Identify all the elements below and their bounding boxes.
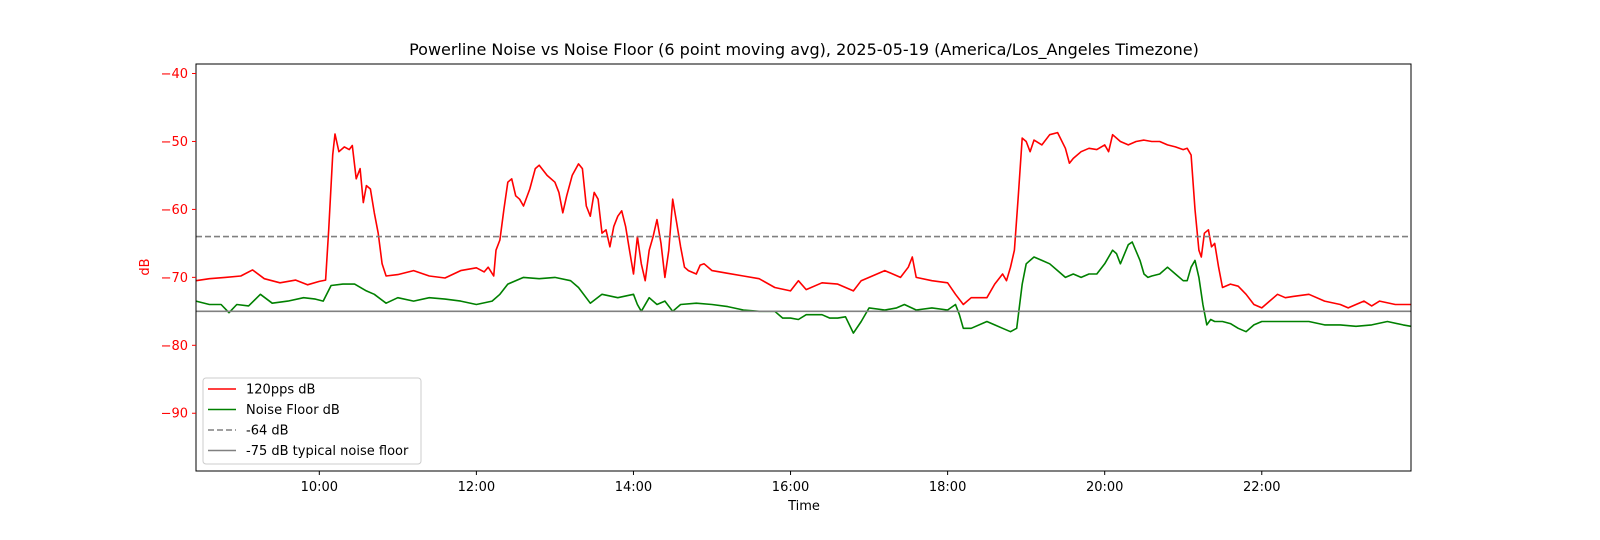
legend-label: 120pps dB: [246, 383, 315, 398]
y-tick-label: −50: [161, 135, 188, 150]
x-axis-label: Time: [787, 499, 820, 514]
y-tick-label: −80: [161, 339, 188, 354]
y-axis: −90 −80 −70 −60 −50 −40: [161, 67, 196, 422]
y-tick-label: −70: [161, 271, 188, 286]
x-axis: 10:00 12:00 14:00 16:00 18:00 20:00 22:00: [301, 471, 1281, 495]
y-tick-label: −90: [161, 407, 188, 422]
series-line-1: [195, 241, 1412, 334]
legend-label: -75 dB typical noise floor: [246, 444, 409, 459]
x-tick-label: 10:00: [301, 480, 338, 495]
y-tick-label: −40: [161, 67, 188, 82]
series-line-0: [195, 131, 1411, 309]
y-tick-label: −60: [161, 203, 188, 218]
legend: 120pps dB Noise Floor dB -64 dB -75 dB typi…: [202, 377, 422, 465]
x-tick-label: 18:00: [929, 480, 966, 495]
x-tick-label: 16:00: [772, 480, 809, 495]
plot-frame: [195, 63, 1412, 472]
chart-title: Powerline Noise vs Noise Floor (6 point …: [409, 40, 1199, 60]
legend-label: -64 dB: [246, 424, 289, 439]
x-tick-label: 22:00: [1243, 480, 1280, 495]
x-tick-label: 14:00: [615, 480, 652, 495]
series-layer: [195, 131, 1412, 334]
x-tick-label: 20:00: [1086, 480, 1123, 495]
legend-box: [202, 377, 422, 465]
x-tick-label: 12:00: [458, 480, 495, 495]
y-axis-label: dB: [138, 258, 153, 275]
legend-label: Noise Floor dB: [246, 403, 340, 418]
